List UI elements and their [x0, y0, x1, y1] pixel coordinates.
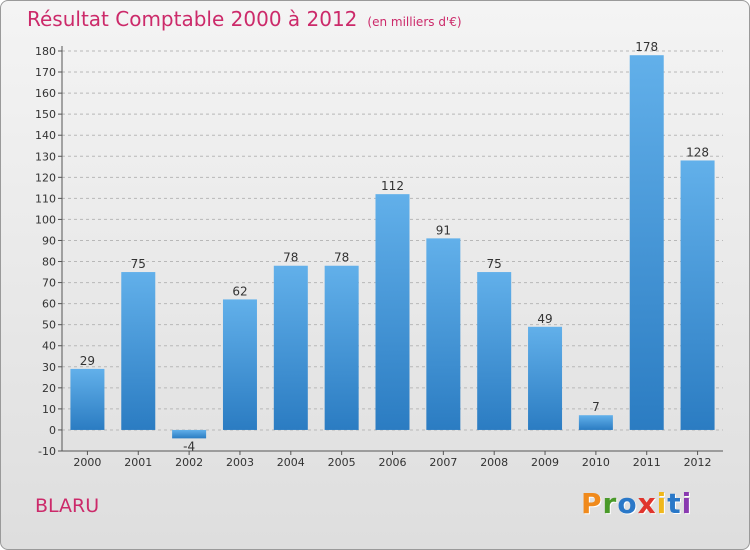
- bar: [324, 265, 359, 430]
- data-label: 75: [487, 257, 502, 271]
- x-tick-label: 2001: [124, 456, 152, 469]
- y-tick-label: 160: [35, 87, 56, 100]
- y-tick-label: 40: [42, 340, 56, 353]
- bar: [172, 429, 207, 439]
- y-tick-label: 20: [42, 382, 56, 395]
- logo-letter: i: [656, 487, 668, 520]
- commune-name: BLARU: [35, 495, 100, 517]
- chart-title-text: Résultat Comptable 2000 à 2012: [27, 7, 358, 31]
- data-label: 178: [635, 40, 658, 54]
- y-tick-label: 170: [35, 66, 56, 79]
- data-label: -4: [183, 439, 195, 453]
- data-label: 91: [436, 223, 451, 237]
- logo-letter: P: [581, 487, 603, 520]
- chart-title: Résultat Comptable 2000 à 2012 (en millie…: [27, 7, 462, 31]
- data-label: 128: [686, 145, 709, 159]
- bar: [629, 55, 664, 430]
- logo-letter: r: [602, 487, 618, 520]
- x-tick-label: 2002: [175, 456, 203, 469]
- logo-letter: t: [667, 487, 682, 520]
- x-tick-label: 2011: [633, 456, 661, 469]
- y-tick-label: 150: [35, 108, 56, 121]
- logo-letter: x: [637, 487, 657, 520]
- y-tick-label: 100: [35, 213, 56, 226]
- bar: [70, 368, 105, 430]
- x-tick-label: 2004: [277, 456, 305, 469]
- bar: [273, 265, 308, 430]
- x-tick-label: 2006: [379, 456, 407, 469]
- x-tick-label: 2003: [226, 456, 254, 469]
- logo-letter: o: [617, 487, 638, 520]
- data-label: 78: [283, 251, 298, 265]
- chart-subtitle: (en milliers d'€): [367, 15, 462, 29]
- bar: [375, 194, 410, 430]
- bar: [578, 415, 613, 430]
- y-tick-label: 140: [35, 129, 56, 142]
- x-tick-label: 2009: [531, 456, 559, 469]
- x-tick-label: 2000: [73, 456, 101, 469]
- proxiti-logo: Proxiti: [581, 487, 692, 520]
- y-tick-label: 110: [35, 192, 56, 205]
- y-tick-label: 10: [42, 403, 56, 416]
- bar: [222, 299, 257, 430]
- y-tick-label: 0: [49, 424, 56, 437]
- bar: [426, 238, 461, 430]
- data-label: 62: [232, 284, 247, 298]
- y-tick-label: 130: [35, 150, 56, 163]
- x-tick-label: 2008: [480, 456, 508, 469]
- data-label: 75: [131, 257, 146, 271]
- y-tick-label: -10: [38, 445, 56, 458]
- y-tick-label: 120: [35, 171, 56, 184]
- y-tick-label: 30: [42, 361, 56, 374]
- data-label: 29: [80, 354, 95, 368]
- data-label: 49: [537, 312, 552, 326]
- y-tick-label: 60: [42, 298, 56, 311]
- y-tick-label: 50: [42, 319, 56, 332]
- bar: [477, 272, 512, 430]
- x-tick-label: 2012: [684, 456, 712, 469]
- data-label: 112: [381, 179, 404, 193]
- x-tick-label: 2005: [328, 456, 356, 469]
- data-label: 78: [334, 251, 349, 265]
- y-tick-label: 90: [42, 234, 56, 247]
- bar: [528, 326, 563, 430]
- y-tick-label: 70: [42, 277, 56, 290]
- data-label: 7: [592, 400, 600, 414]
- logo-letter: i: [681, 487, 693, 520]
- y-tick-label: 180: [35, 45, 56, 58]
- x-tick-label: 2010: [582, 456, 610, 469]
- bar: [680, 160, 715, 430]
- y-tick-label: 80: [42, 256, 56, 269]
- bar: [121, 272, 156, 430]
- x-tick-label: 2007: [429, 456, 457, 469]
